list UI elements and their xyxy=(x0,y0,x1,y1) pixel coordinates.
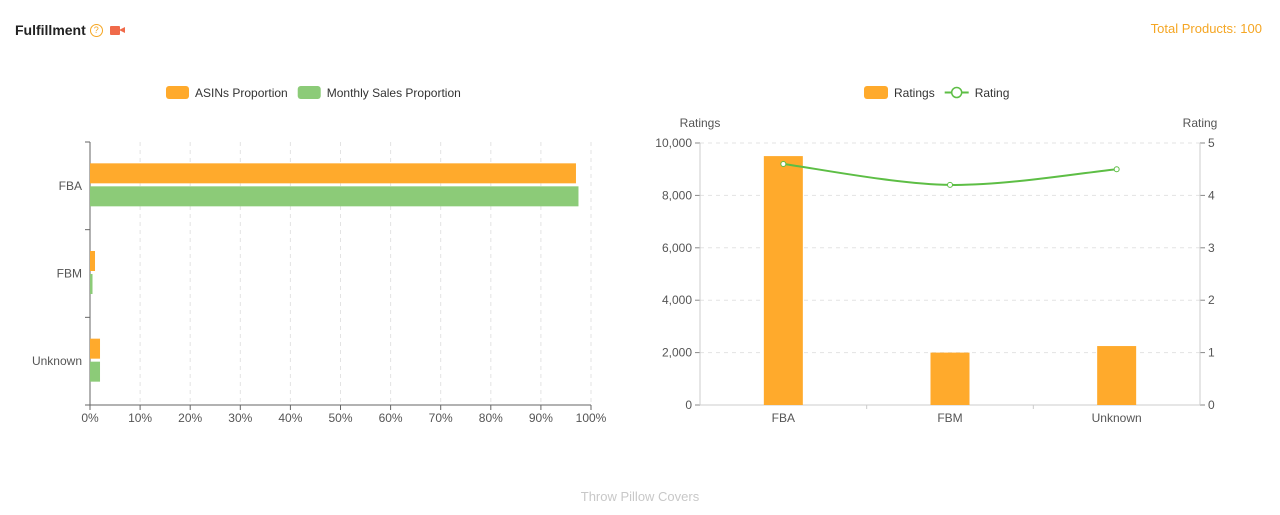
x-tick-label: 80% xyxy=(479,411,503,425)
legend-swatch-0 xyxy=(166,86,189,99)
total-products-value: 100 xyxy=(1240,21,1262,36)
section-header: Fulfillment ? xyxy=(15,20,125,40)
legend-marker-rating xyxy=(950,86,963,99)
x-tick-label: 100% xyxy=(576,411,607,425)
y-category-label: Unknown xyxy=(32,354,82,368)
legend-swatch-ratings xyxy=(864,86,888,99)
y-tick-label-right: 0 xyxy=(1208,398,1215,412)
y-tick-label-left: 2,000 xyxy=(662,346,692,360)
x-category-label: FBA xyxy=(772,411,795,425)
rating-line xyxy=(783,162,1117,186)
x-tick-label: 30% xyxy=(228,411,252,425)
ratings-chart: Ratings Rating Ratings Rating 0 0 2,000 1 4,000 2… xyxy=(655,86,1218,425)
footer-category: Throw Pillow Covers xyxy=(580,489,700,504)
y-tick-label-right: 4 xyxy=(1208,188,1215,202)
y-axis-title-left: Ratings xyxy=(680,116,721,130)
x-category-label: FBM xyxy=(937,411,962,425)
y-tick-label-right: 3 xyxy=(1208,241,1215,255)
bar-ratings-unknown xyxy=(1097,346,1137,405)
rating-point-fbm xyxy=(947,181,953,188)
bar-asins-proportion-unknown xyxy=(90,338,101,359)
x-category-label: Unknown xyxy=(1092,411,1142,425)
y-tick-label-right: 1 xyxy=(1208,346,1215,360)
section-title: Fulfillment xyxy=(15,22,86,38)
rating-point-unknown xyxy=(1113,166,1120,173)
x-tick-label: 0% xyxy=(81,411,99,425)
legend-label-0: ASINs Proportion xyxy=(195,86,288,100)
x-tick-label: 50% xyxy=(328,411,352,425)
x-tick-label: 90% xyxy=(529,411,553,425)
legend-label-ratings: Ratings xyxy=(894,86,935,100)
bar-monthly-sales-proportion-fbm xyxy=(90,274,93,294)
y-axis-title-right: Rating xyxy=(1183,116,1218,130)
legend-label-1: Monthly Sales Proportion xyxy=(327,86,461,100)
x-tick-label: 70% xyxy=(429,411,453,425)
y-tick-label-left: 0 xyxy=(685,398,692,412)
fulfillment-proportion-chart: ASINs Proportion Monthly Sales Proportion… xyxy=(32,86,607,425)
y-category-label: FBM xyxy=(57,267,82,281)
y-tick-label-left: 4,000 xyxy=(662,293,692,307)
bar-ratings-fba xyxy=(763,156,803,405)
y-tick-label-left: 6,000 xyxy=(662,241,692,255)
help-icon[interactable]: ? xyxy=(89,23,103,37)
bar-asins-proportion-fbm xyxy=(90,251,96,271)
total-products: Total Products: 100 xyxy=(1151,21,1262,36)
y-tick-label-left: 8,000 xyxy=(662,188,692,202)
y-tick-label-left: 10,000 xyxy=(655,136,692,150)
bar-monthly-sales-proportion-unknown xyxy=(90,361,101,382)
x-tick-label: 60% xyxy=(379,411,403,425)
rating-point-fba xyxy=(780,160,787,167)
y-tick-label-right: 5 xyxy=(1208,136,1215,150)
bar-monthly-sales-proportion-fba xyxy=(90,186,579,207)
legend-label-rating: Rating xyxy=(975,86,1010,100)
y-tick-label-right: 2 xyxy=(1208,293,1215,307)
x-tick-label: 40% xyxy=(278,411,302,425)
x-tick-label: 10% xyxy=(128,411,152,425)
video-camera-icon[interactable] xyxy=(109,25,125,35)
total-products-label: Total Products: xyxy=(1150,21,1237,36)
bar-asins-proportion-fba xyxy=(90,163,576,184)
legend-swatch-1 xyxy=(297,86,321,99)
y-category-label: FBA xyxy=(59,179,82,193)
bar-ratings-fbm xyxy=(930,352,970,405)
x-tick-label: 20% xyxy=(178,411,202,425)
